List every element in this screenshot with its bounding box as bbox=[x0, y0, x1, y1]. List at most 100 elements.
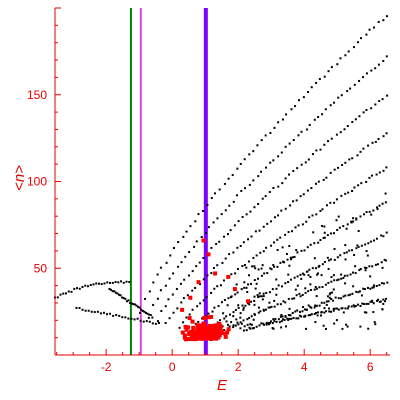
black-point bbox=[299, 195, 302, 198]
black-point bbox=[346, 325, 349, 328]
black-point bbox=[303, 273, 306, 276]
black-point bbox=[148, 320, 151, 323]
black-point bbox=[272, 327, 275, 330]
black-point bbox=[288, 317, 291, 320]
black-point bbox=[284, 325, 287, 328]
black-point bbox=[236, 321, 239, 324]
black-point bbox=[288, 142, 291, 145]
black-point bbox=[310, 313, 313, 316]
red-point bbox=[206, 331, 211, 336]
red-point bbox=[180, 330, 185, 335]
black-point bbox=[355, 217, 358, 220]
black-point bbox=[347, 294, 350, 297]
black-point bbox=[273, 320, 276, 323]
black-point bbox=[227, 233, 230, 236]
black-point bbox=[157, 321, 160, 324]
black-point bbox=[338, 226, 341, 229]
black-point bbox=[335, 133, 338, 136]
black-point bbox=[340, 94, 343, 97]
black-point bbox=[258, 292, 261, 295]
black-point bbox=[277, 318, 280, 321]
black-point bbox=[294, 226, 297, 229]
black-point bbox=[309, 283, 312, 286]
black-point bbox=[373, 321, 376, 324]
black-point bbox=[279, 236, 282, 239]
black-point bbox=[109, 281, 112, 284]
black-point bbox=[87, 309, 90, 312]
red-series bbox=[180, 238, 251, 342]
black-point bbox=[315, 81, 318, 84]
black-point bbox=[300, 249, 303, 252]
black-point bbox=[164, 284, 167, 287]
black-point bbox=[248, 326, 251, 329]
black-point bbox=[292, 169, 295, 172]
black-point bbox=[361, 302, 364, 305]
black-point bbox=[382, 19, 385, 22]
black-point bbox=[70, 290, 73, 293]
black-point bbox=[374, 323, 377, 326]
black-point bbox=[323, 225, 326, 228]
black-point bbox=[227, 177, 230, 180]
black-point bbox=[280, 326, 283, 329]
black-point bbox=[332, 274, 335, 277]
black-point bbox=[323, 260, 326, 263]
black-point bbox=[223, 235, 226, 238]
black-point bbox=[330, 66, 333, 69]
x-tick-label: 0 bbox=[169, 360, 176, 374]
red-point bbox=[215, 328, 220, 333]
black-point bbox=[251, 265, 254, 268]
black-point bbox=[360, 37, 363, 40]
black-point bbox=[136, 317, 139, 320]
black-point bbox=[232, 315, 235, 318]
black-point bbox=[194, 220, 197, 223]
black-point bbox=[380, 234, 383, 237]
black-point bbox=[185, 316, 188, 319]
black-point bbox=[329, 104, 332, 107]
black-point bbox=[366, 254, 369, 257]
black-point bbox=[355, 247, 358, 250]
black-point bbox=[224, 257, 227, 260]
black-point bbox=[296, 251, 299, 254]
black-point bbox=[260, 170, 263, 173]
black-point bbox=[372, 302, 375, 305]
black-point bbox=[365, 180, 368, 183]
black-point bbox=[243, 281, 246, 284]
black-point bbox=[242, 319, 245, 322]
black-point bbox=[225, 320, 228, 323]
black-point bbox=[237, 323, 240, 326]
black-point bbox=[359, 325, 362, 328]
black-point bbox=[265, 166, 268, 169]
red-point bbox=[186, 336, 191, 341]
black-point bbox=[242, 329, 245, 332]
black-point bbox=[339, 57, 342, 60]
black-point bbox=[385, 55, 388, 58]
black-point bbox=[344, 294, 347, 297]
black-point bbox=[344, 54, 347, 57]
black-point bbox=[239, 316, 242, 319]
black-point bbox=[172, 272, 175, 275]
black-point bbox=[360, 182, 363, 185]
black-point bbox=[382, 282, 385, 285]
black-point bbox=[303, 249, 306, 252]
black-point bbox=[372, 209, 375, 212]
black-point bbox=[383, 258, 386, 261]
black-point bbox=[302, 306, 305, 309]
black-point bbox=[382, 302, 385, 305]
black-point bbox=[253, 303, 256, 306]
black-point bbox=[246, 318, 249, 321]
black-point bbox=[119, 294, 122, 297]
black-point bbox=[130, 317, 133, 320]
black-point bbox=[106, 281, 109, 284]
red-point bbox=[191, 333, 196, 338]
black-point bbox=[370, 107, 373, 110]
black-point bbox=[211, 310, 214, 313]
red-point bbox=[246, 299, 251, 304]
black-point bbox=[245, 286, 248, 289]
black-point bbox=[362, 287, 365, 290]
black-point bbox=[348, 249, 351, 252]
black-point bbox=[357, 184, 360, 187]
black-point bbox=[362, 111, 365, 114]
black-point bbox=[249, 327, 252, 330]
black-point bbox=[365, 311, 368, 314]
red-point bbox=[209, 314, 214, 319]
